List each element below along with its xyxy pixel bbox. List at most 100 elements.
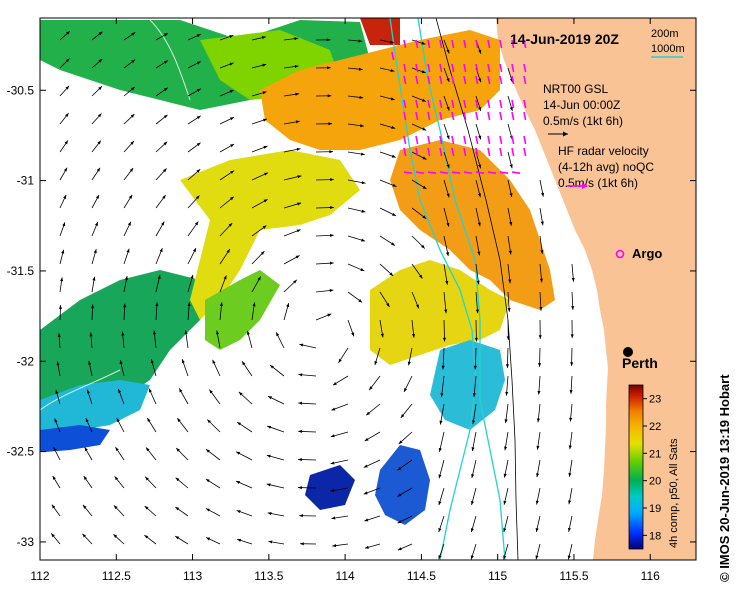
gsl-arrow-head xyxy=(175,477,180,482)
x-tick-label: 113 xyxy=(183,569,202,583)
gsl-arrow-head xyxy=(390,97,395,101)
radar-arrow xyxy=(511,39,515,49)
gsl-arrow-head xyxy=(147,417,151,422)
gsl-arrow-head xyxy=(567,555,571,560)
gsl-arrow-head xyxy=(472,420,476,425)
colorbar-tick-label: 21 xyxy=(649,448,661,460)
gsl-arrow-head xyxy=(359,95,364,99)
gsl-arrow-head xyxy=(326,38,331,42)
x-tick-label: 113.5 xyxy=(254,569,283,583)
argo-label: Argo xyxy=(632,246,662,261)
gsl-arrow-head xyxy=(149,388,152,393)
gsl-arrow-head xyxy=(535,527,539,532)
gsl-arrow-head xyxy=(446,164,450,169)
radar-arrow xyxy=(403,99,407,109)
gsl-arrow-head xyxy=(569,390,573,394)
radar-arrow xyxy=(499,147,503,157)
gsl-arrow-head xyxy=(332,381,337,386)
gsl-arrow-head xyxy=(236,481,241,485)
gsl-arrow-head xyxy=(57,333,61,337)
gsl-arrow-head xyxy=(397,466,402,471)
sst-patch-south-cyan xyxy=(430,340,505,430)
gsl-arrow-head xyxy=(230,144,235,148)
gsl-arrow-head xyxy=(229,90,234,94)
gsl-arrow-head xyxy=(294,64,299,69)
gsl-arrow-head xyxy=(179,388,183,393)
gsl-arrow-head xyxy=(236,451,241,455)
sst-patch-north-orange xyxy=(260,30,500,150)
gsl-arrow-head xyxy=(246,330,250,335)
radar-arrow xyxy=(427,39,431,49)
gsl-arrow-head xyxy=(54,418,58,423)
gsl-arrow-head xyxy=(509,164,513,169)
gsl-arrow-head xyxy=(152,330,157,335)
radar-arrow xyxy=(487,111,491,121)
radar-arrow xyxy=(499,99,503,109)
gsl-arrow-head xyxy=(299,343,304,347)
gsl-arrow-head xyxy=(66,31,70,35)
radar-arrow xyxy=(415,75,419,85)
radar-arrow xyxy=(403,147,407,157)
gsl-arrow-head xyxy=(537,390,541,395)
gsl-arrow-head xyxy=(329,150,334,154)
gsl-arrow-head xyxy=(422,156,427,160)
sst-contour-2 xyxy=(40,369,121,411)
gsl-arrow-head xyxy=(144,506,149,510)
gsl-arrow-head xyxy=(298,401,303,405)
gsl-arrow-head xyxy=(397,493,402,497)
gsl-arrow-head xyxy=(146,447,150,452)
gsl-arrow-head xyxy=(196,115,201,120)
gsl-arrow-head xyxy=(392,212,397,216)
gsl-arrow-head xyxy=(570,362,574,367)
gsl-arrow-head xyxy=(295,255,300,259)
radar-arrow xyxy=(463,147,467,157)
gsl-arrow-head xyxy=(295,92,300,96)
gsl-arrow-head xyxy=(131,86,135,91)
gsl-arrow-head xyxy=(298,458,302,462)
gsl-arrow-head xyxy=(51,504,56,509)
radar-arrow xyxy=(451,147,455,157)
gsl-arrow-head xyxy=(415,304,419,309)
x-tick-label: 114.5 xyxy=(407,569,436,583)
gsl-arrow-head xyxy=(392,183,397,187)
gsl-arrow-head xyxy=(330,434,335,438)
gsl-arrow-head xyxy=(404,387,408,392)
y-axis: -30.5 -31 -31.5 -32 -32.5 -33 xyxy=(7,83,696,549)
radar-arrow xyxy=(463,39,467,49)
radar-arrow xyxy=(475,147,479,157)
radar-arrow xyxy=(451,171,461,174)
gsl-arrow-head xyxy=(276,332,280,337)
radar-arrow xyxy=(523,99,527,109)
gsl-arrow-head xyxy=(390,68,395,72)
gsl-arrow-head xyxy=(118,389,122,394)
radar-arrow xyxy=(415,39,419,49)
gsl-arrow-head xyxy=(509,193,513,198)
gsl-arrow-head xyxy=(507,308,511,312)
gsl-arrow-head xyxy=(159,248,163,253)
gsl-arrow-head xyxy=(130,114,135,118)
radar-arrow xyxy=(511,63,515,73)
radar-arrow xyxy=(463,63,467,73)
gsl-arrow-head xyxy=(55,389,59,394)
radar-arrow xyxy=(403,63,407,73)
gsl-arrow-head xyxy=(51,533,55,538)
colorbar-tick-label: 23 xyxy=(649,394,661,406)
gsl-arrow-head xyxy=(181,359,185,364)
radar-arrow xyxy=(415,147,419,157)
gsl-arrow-head xyxy=(163,141,168,146)
gsl-arrow-head xyxy=(390,40,394,44)
gsl-arrow-head xyxy=(196,61,201,65)
radar-arrow xyxy=(487,39,491,49)
radar-arrow xyxy=(439,111,443,121)
radar-arrow xyxy=(439,63,443,73)
gsl-arrow-head xyxy=(331,516,336,520)
gsl-arrow-head xyxy=(535,500,539,505)
gsl-arrow-head xyxy=(65,58,70,63)
radar-arrow xyxy=(427,171,437,174)
radar-arrow xyxy=(487,147,491,157)
gsl-arrow-head xyxy=(541,192,545,197)
gsl-arrow-head xyxy=(446,193,450,198)
gsl-arrow-head xyxy=(298,373,303,377)
gsl-arrow-head xyxy=(568,445,572,450)
